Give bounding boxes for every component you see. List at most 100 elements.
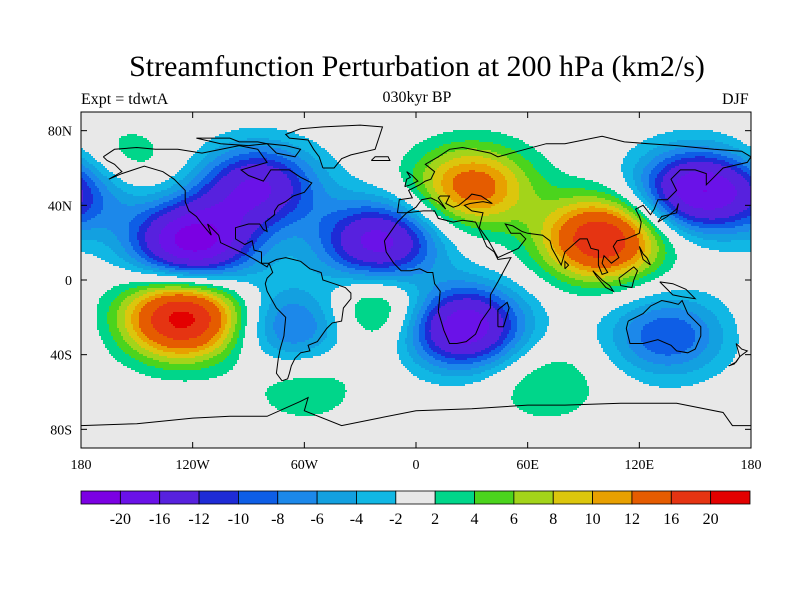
field-cell [417, 186, 426, 189]
field-cell [225, 260, 236, 263]
field-cell [81, 326, 98, 329]
field-cell [427, 342, 436, 345]
field-cell [131, 294, 144, 297]
field-cell [665, 364, 672, 367]
field-cell [277, 128, 751, 131]
field-cell [327, 324, 338, 327]
field-cell [407, 310, 414, 313]
field-cell [417, 236, 426, 239]
field-cell [663, 188, 676, 191]
field-cell [169, 316, 194, 319]
field-cell [99, 300, 114, 303]
field-cell [251, 178, 260, 181]
field-cell [667, 204, 674, 207]
field-cell [81, 170, 92, 173]
field-cell [107, 318, 118, 321]
field-cell [389, 248, 412, 251]
field-cell [491, 292, 504, 295]
field-cell [445, 334, 486, 337]
field-cell [525, 344, 536, 347]
field-cell [359, 264, 402, 267]
field-cell [707, 292, 751, 295]
field-cell [671, 156, 696, 159]
field-cell [233, 304, 240, 307]
field-cell [685, 226, 700, 229]
field-cell [407, 152, 428, 155]
field-cell [567, 220, 624, 223]
field-cell [437, 168, 450, 171]
field-cell [623, 248, 640, 251]
field-cell [421, 212, 436, 215]
field-cell [143, 250, 152, 253]
field-cell [333, 230, 344, 233]
field-cell [111, 354, 130, 357]
field-cell [611, 188, 632, 191]
field-cell [637, 162, 650, 165]
field-cell [267, 240, 282, 243]
field-cell [135, 330, 142, 333]
field-cell [223, 176, 288, 179]
field-cell [129, 354, 144, 357]
field-cell [447, 254, 464, 257]
field-cell [621, 214, 630, 217]
field-cell [433, 180, 442, 183]
field-cell [665, 166, 676, 169]
field-cell [133, 338, 142, 341]
field-cell [559, 232, 576, 235]
field-cell [389, 266, 416, 269]
field-cell [583, 252, 620, 255]
field-cell [145, 334, 164, 337]
field-cell [651, 198, 656, 201]
field-cell [617, 216, 626, 219]
field-cell [229, 328, 236, 331]
field-cell [125, 250, 136, 253]
field-cell [423, 182, 434, 185]
field-cell [635, 166, 646, 169]
field-cell [135, 306, 144, 309]
field-cell [217, 340, 224, 343]
field-cell [625, 180, 636, 183]
field-cell [503, 308, 514, 311]
field-cell [669, 238, 686, 241]
field-cell [143, 362, 170, 365]
field-cell [137, 232, 146, 235]
field-cell [649, 322, 688, 325]
field-cell [199, 304, 216, 307]
field-cell [511, 250, 528, 253]
field-cell [95, 184, 106, 187]
field-cell [455, 150, 492, 153]
field-cell [437, 310, 458, 313]
field-cell [405, 222, 414, 225]
field-cell [613, 214, 622, 217]
field-cell [321, 162, 340, 165]
field-cell [519, 190, 536, 193]
field-cell [437, 226, 456, 229]
field-cell [153, 154, 194, 157]
field-cell [413, 342, 422, 345]
field-cell [613, 224, 630, 227]
field-cell [301, 194, 314, 197]
field-cell [497, 288, 512, 291]
coastline-path [497, 301, 510, 328]
field-cell [691, 224, 744, 227]
field-cell [617, 202, 626, 205]
field-cell [431, 236, 440, 239]
field-cell [127, 182, 162, 185]
field-cell [533, 258, 544, 261]
field-cell [519, 258, 534, 261]
field-cell [411, 316, 418, 319]
field-cell [529, 292, 570, 295]
field-cell [235, 188, 272, 191]
field-cell [503, 348, 512, 351]
field-cell [425, 338, 432, 341]
field-cell [81, 216, 96, 219]
field-cell [655, 196, 660, 199]
field-cell [433, 298, 444, 301]
field-cell [83, 190, 92, 193]
field-cell [693, 384, 751, 387]
field-cell [231, 170, 282, 173]
field-cell [481, 300, 494, 303]
field-cell [269, 182, 292, 185]
field-cell [143, 268, 160, 271]
field-cell [201, 160, 214, 163]
